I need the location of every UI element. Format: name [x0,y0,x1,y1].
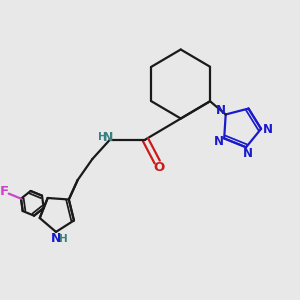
Text: H: H [98,132,107,142]
Text: H: H [59,233,68,244]
Text: N: N [243,147,253,160]
Text: N: N [262,123,273,136]
Text: N: N [103,130,113,144]
Text: O: O [153,161,164,174]
Text: F: F [0,185,9,198]
Text: N: N [214,135,224,148]
Text: N: N [51,232,61,245]
Text: N: N [216,104,226,117]
